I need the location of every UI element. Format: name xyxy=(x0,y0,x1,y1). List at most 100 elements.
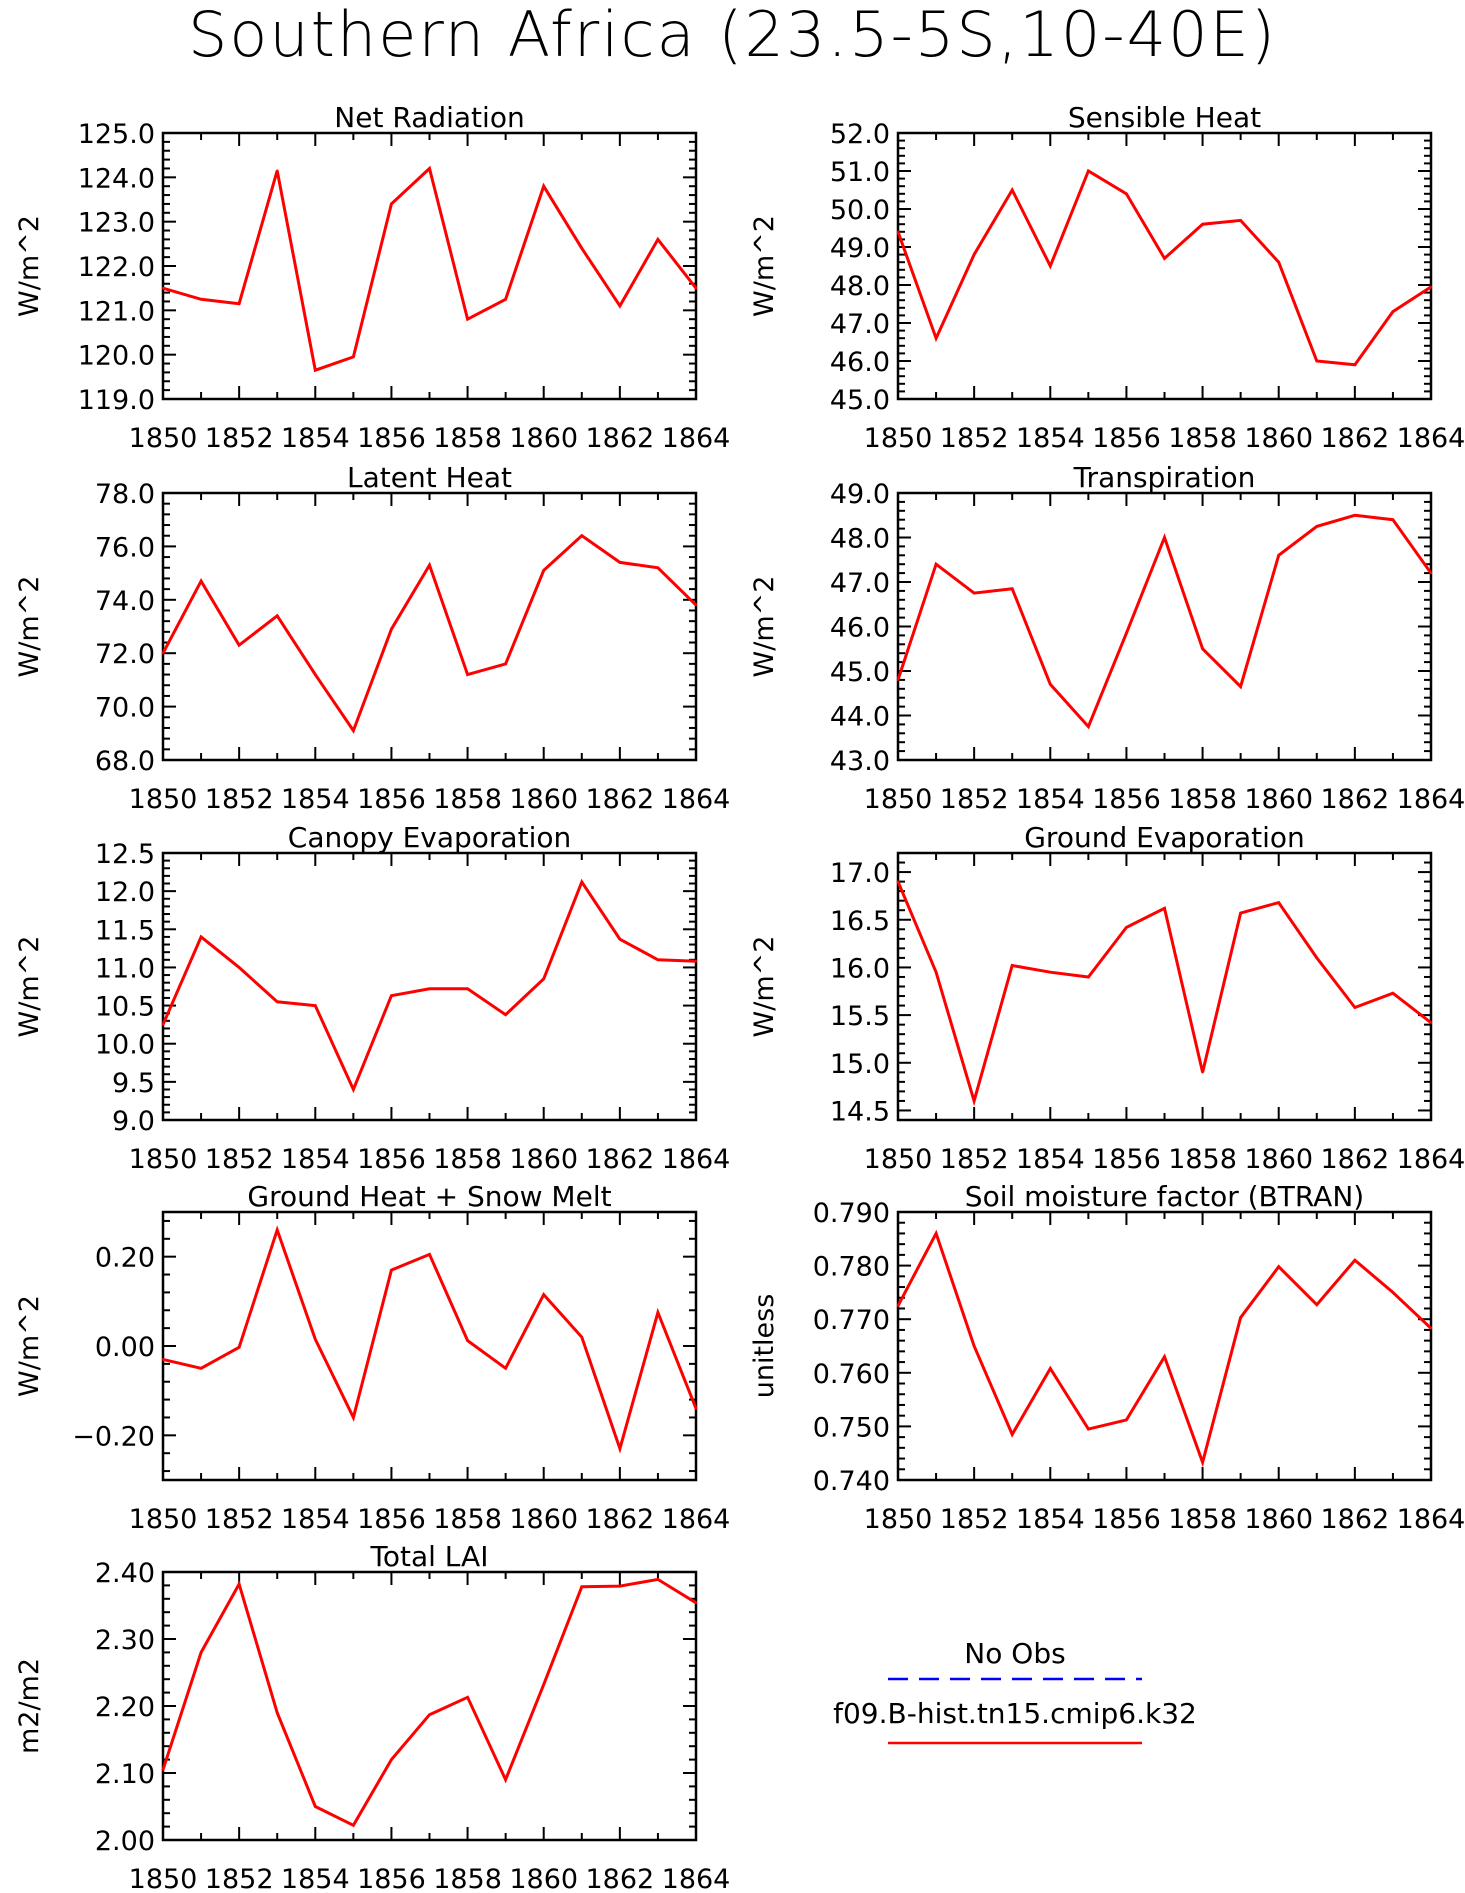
y-tick-label: 2.40 xyxy=(95,1558,155,1589)
data-point xyxy=(618,1447,622,1450)
y-tick-label: 45.0 xyxy=(830,385,890,416)
x-tick-label: 1852 xyxy=(940,423,1009,454)
data-point xyxy=(1239,1316,1242,1319)
figure-title: Southern Africa (23.5-5S,10-40E) xyxy=(188,0,1277,71)
y-tick-label: 0.740 xyxy=(813,1466,890,1497)
y-axis-label: unitless xyxy=(749,1294,780,1399)
data-point xyxy=(1277,1265,1280,1268)
y-tick-label: 124.0 xyxy=(78,163,155,194)
data-point xyxy=(276,1228,279,1232)
plot-frame xyxy=(161,851,698,1122)
x-tick-label: 1850 xyxy=(129,784,198,815)
data-point xyxy=(390,1758,393,1761)
data-point xyxy=(1087,975,1090,979)
x-tick-label: 1856 xyxy=(357,1144,426,1175)
data-point xyxy=(1315,525,1319,528)
x-tick-label: 1864 xyxy=(1397,784,1465,815)
y-tick-label: 46.0 xyxy=(830,613,890,644)
data-point xyxy=(542,569,545,572)
data-point xyxy=(656,1311,660,1314)
series-line xyxy=(161,878,697,1094)
data-point xyxy=(1011,964,1014,967)
data-point xyxy=(466,1339,469,1342)
y-tick-label: 12.0 xyxy=(95,877,155,908)
x-tick-label: 1856 xyxy=(357,784,426,815)
y-axis-label: W/m^2 xyxy=(14,936,45,1038)
y-tick-label: 16.5 xyxy=(830,906,890,937)
panel-8: 1850 1852 1854 1856 1858 1860 1862 1864 0.740 0.7… xyxy=(749,1180,1465,1535)
data-point xyxy=(1353,514,1357,517)
data-point xyxy=(1125,632,1128,635)
y-tick-label: 70.0 xyxy=(95,693,155,724)
data-point xyxy=(1391,1291,1395,1294)
y-tick-label: 10.0 xyxy=(95,1030,155,1061)
series-line xyxy=(896,168,1432,367)
y-tick-label: 121.0 xyxy=(78,296,155,327)
x-tick-label: 1860 xyxy=(1244,423,1313,454)
y-tick-label: 51.0 xyxy=(830,157,890,188)
x-tick-label: 1858 xyxy=(1168,1144,1237,1175)
data-point xyxy=(896,678,900,682)
y-axis-label: W/m^2 xyxy=(749,215,780,317)
data-point xyxy=(618,304,622,308)
data-point xyxy=(542,1683,545,1686)
x-tick-label: 1856 xyxy=(357,423,426,454)
x-tick-label: 1852 xyxy=(940,784,1009,815)
data-point xyxy=(161,287,165,290)
data-point xyxy=(1163,907,1166,910)
data-point xyxy=(1277,261,1280,264)
series-line xyxy=(896,881,1432,1107)
panel-title: Total LAI xyxy=(370,1540,489,1573)
data-point xyxy=(237,966,241,969)
model-legend-label: f09.B-hist.tn15.cmip6.k32 xyxy=(833,1697,1197,1730)
x-tick-label: 1858 xyxy=(433,1144,502,1175)
x-tick-label: 1862 xyxy=(585,1504,654,1535)
data-point xyxy=(618,561,622,564)
data-point xyxy=(314,673,317,676)
series-line xyxy=(162,165,698,373)
y-axis-label: W/m^2 xyxy=(749,936,780,1038)
y-tick-label: 125.0 xyxy=(78,119,155,150)
data-point xyxy=(1087,1427,1090,1431)
data-point xyxy=(1049,264,1052,268)
data-point xyxy=(934,337,938,340)
data-point xyxy=(390,1268,393,1272)
data-point xyxy=(580,1585,583,1588)
data-point xyxy=(972,591,976,595)
data-point xyxy=(1163,257,1166,260)
x-tick-label: 1850 xyxy=(129,1504,198,1535)
data-point xyxy=(1201,223,1204,226)
x-tick-label: 1858 xyxy=(433,1504,502,1535)
data-point xyxy=(428,987,431,990)
data-point xyxy=(352,1088,355,1091)
y-tick-label: 47.0 xyxy=(830,309,890,340)
data-point xyxy=(1239,219,1242,222)
data-point xyxy=(656,958,660,961)
series-line xyxy=(896,513,1433,730)
y-tick-label: 47.0 xyxy=(830,568,890,599)
y-tick-label: 11.5 xyxy=(95,915,155,946)
x-tick-label: 1862 xyxy=(585,1864,654,1893)
y-tick-label: 2.20 xyxy=(95,1692,155,1723)
x-tick-label: 1860 xyxy=(509,423,578,454)
data-point xyxy=(504,662,507,666)
data-point xyxy=(1391,518,1395,521)
x-tick-label: 1860 xyxy=(509,1144,578,1175)
x-tick-label: 1858 xyxy=(433,1864,502,1893)
x-tick-label: 1852 xyxy=(940,1504,1009,1535)
panel-7: 1850 1852 1854 1856 1858 1860 1862 1864 −0.20 0.0… xyxy=(14,1180,730,1535)
x-tick-label: 1854 xyxy=(1016,1504,1085,1535)
y-tick-label: 2.10 xyxy=(95,1759,155,1790)
x-tick-label: 1862 xyxy=(585,784,654,815)
data-point xyxy=(972,1099,976,1103)
data-point xyxy=(237,1582,241,1586)
y-axis-label: W/m^2 xyxy=(14,215,45,317)
x-tick-label: 1856 xyxy=(1092,423,1161,454)
y-tick-label: 0.790 xyxy=(813,1198,890,1229)
data-point xyxy=(934,971,938,974)
plot-frame xyxy=(896,491,1433,762)
x-tick-label: 1864 xyxy=(662,1144,731,1175)
data-point xyxy=(1087,725,1090,728)
data-point xyxy=(1011,188,1014,192)
x-tick-label: 1850 xyxy=(864,423,933,454)
